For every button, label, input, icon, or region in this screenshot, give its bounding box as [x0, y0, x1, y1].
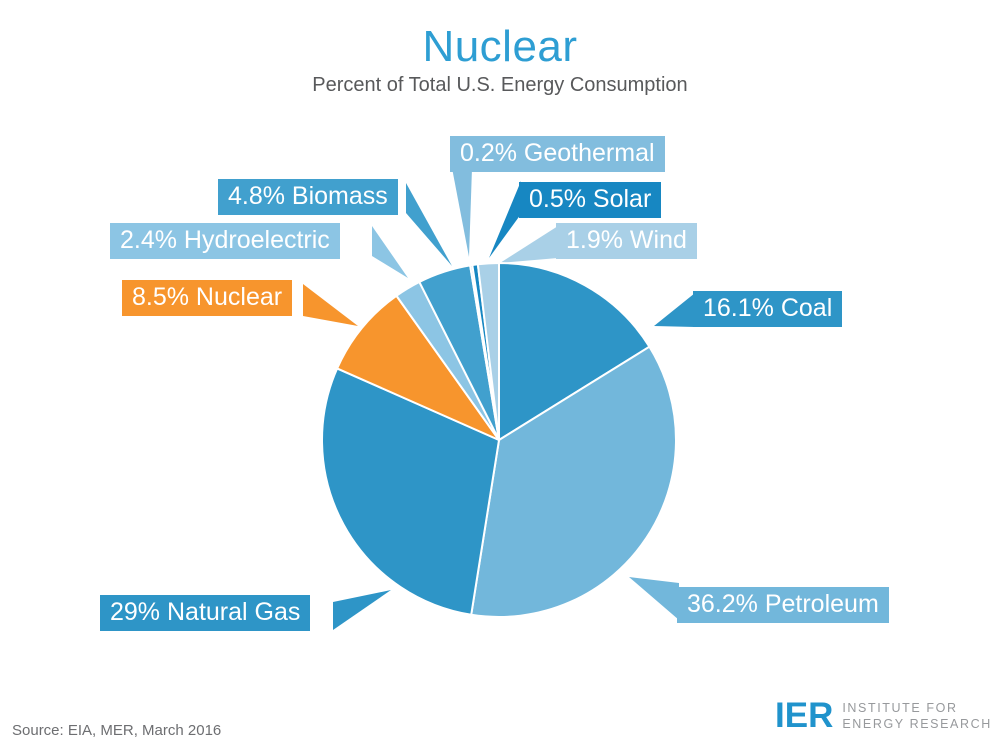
leader-pointer-wind	[500, 226, 558, 263]
pie-slice-petroleum	[470, 345, 677, 618]
slice-label-natural-gas: 29% Natural Gas	[100, 595, 311, 631]
ier-logo-abbr: IER	[775, 696, 834, 735]
leader-pointer-coal	[654, 293, 695, 327]
ier-logo-line2: ENERGY RESEARCH	[842, 716, 992, 731]
slice-label-petroleum: 36.2% Petroleum	[677, 587, 889, 623]
pie-slice-wind	[476, 262, 500, 441]
chart-subtitle: Percent of Total U.S. Energy Consumption	[312, 74, 688, 96]
leader-pointer-nuclear	[303, 284, 358, 326]
chart-header: Nuclear Percent of Total U.S. Energy Con…	[0, 22, 1000, 97]
leader-pointer-solar	[489, 181, 521, 258]
slice-label-nuclear: 8.5% Nuclear	[122, 280, 293, 316]
slice-label-biomass: 4.8% Biomass	[218, 179, 398, 215]
ier-logo-line1: INSTITUTE FOR	[842, 700, 958, 715]
slice-label-geothermal: 0.2% Geothermal	[450, 136, 665, 172]
leader-pointer-natural-gas	[333, 590, 391, 630]
pie-slice-coal	[498, 262, 651, 441]
ier-logo-text: INSTITUTE FOR ENERGY RESEARCH	[842, 700, 992, 732]
leader-pointer-biomass	[406, 183, 452, 266]
ier-logo: IER INSTITUTE FOR ENERGY RESEARCH	[775, 698, 992, 733]
leader-pointer-petroleum	[629, 577, 679, 620]
pie-slice-natural-gas	[321, 367, 500, 616]
leader-pointer-hydroelectric	[372, 226, 408, 278]
slice-label-coal: 16.1% Coal	[693, 291, 843, 327]
source-note: Source: EIA, MER, March 2016	[12, 722, 222, 739]
slice-label-hydroelectric: 2.4% Hydroelectric	[110, 223, 340, 259]
slice-label-solar: 0.5% Solar	[519, 182, 662, 218]
page-title: Nuclear	[422, 22, 578, 71]
pie-slice-nuclear	[336, 294, 500, 441]
slice-label-wind: 1.9% Wind	[556, 223, 697, 259]
leader-pointer-geothermal	[452, 168, 472, 257]
